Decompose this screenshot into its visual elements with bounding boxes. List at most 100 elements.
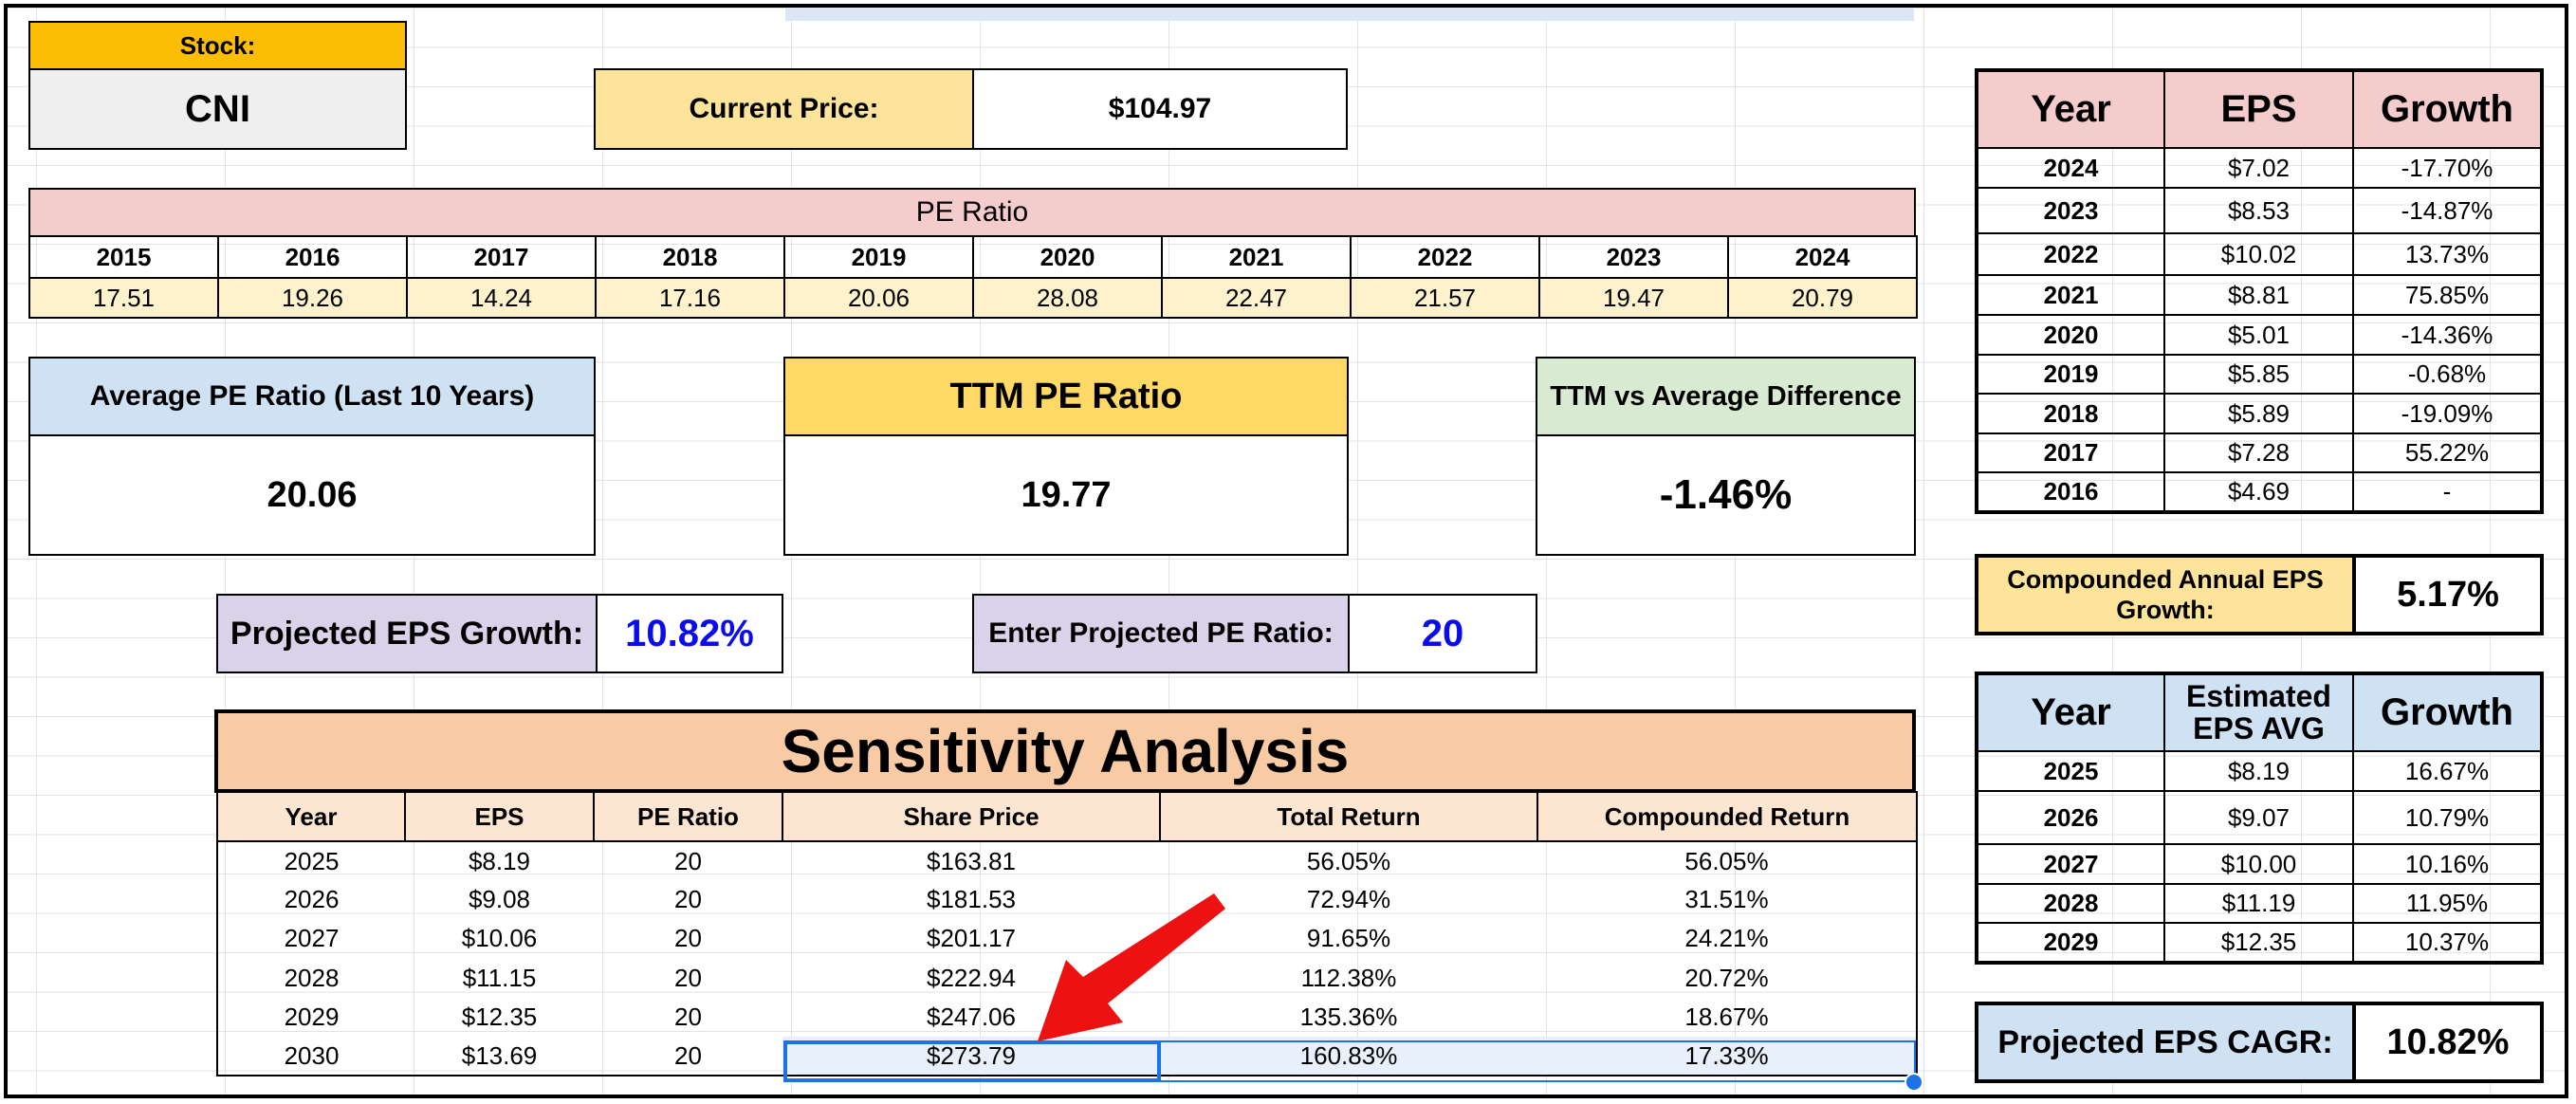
pe-value-cell[interactable]: 17.16 [595,277,785,319]
table-cell[interactable]: 20 [674,885,702,913]
pe-year-cell[interactable]: 2018 [595,235,785,279]
table-cell[interactable]: 10.79% [2352,790,2544,845]
projected-pe-input[interactable]: 20 [1348,594,1537,673]
projected-eps-growth-value[interactable]: 10.82% [596,594,783,673]
pe-year-cell[interactable]: 2016 [217,235,408,279]
table-cell[interactable]: -0.68% [2352,354,2544,395]
table-cell[interactable]: 2026 [1975,790,2165,845]
table-cell[interactable]: 75.85% [2352,274,2544,316]
table-cell[interactable]: 91.65% [1306,924,1391,952]
fill-handle[interactable] [1904,1073,1923,1092]
table-cell[interactable]: $222.94 [927,963,1016,992]
pe-value-cell[interactable]: 21.57 [1350,277,1540,319]
pe-year-cell[interactable]: 2017 [406,235,597,279]
table-cell[interactable]: 56.05% [1537,841,1918,880]
table-cell[interactable]: $11.19 [2163,883,2354,924]
table-cell[interactable]: $8.53 [2163,187,2354,234]
table-cell[interactable]: 56.05% [1306,846,1391,875]
table-cell[interactable]: $7.28 [2163,432,2354,473]
table-cell[interactable]: $5.85 [2163,354,2354,395]
pe-value-cell[interactable]: 19.26 [217,277,408,319]
table-cell[interactable]: 10.16% [2352,843,2544,885]
table-cell[interactable]: 20.72% [1537,958,1918,998]
table-cell[interactable]: 55.22% [2352,432,2544,473]
table-cell[interactable]: $5.89 [2163,393,2354,434]
table-cell[interactable]: 2027 [1975,843,2165,885]
table-cell[interactable]: $12.35 [461,1003,538,1031]
table-cell[interactable]: $8.19 [468,846,531,875]
pe-year-cell[interactable]: 2023 [1538,235,1729,279]
table-cell[interactable]: $8.81 [2163,274,2354,316]
table-cell[interactable]: 31.51% [1537,880,1918,919]
compounded-eps-growth-value[interactable]: 5.17% [2352,554,2544,635]
table-cell[interactable]: 2028 [216,958,405,998]
pe-year-cell[interactable]: 2020 [972,235,1163,279]
table-cell[interactable]: $12.35 [2163,922,2354,965]
table-cell[interactable]: -19.09% [2352,393,2544,434]
table-cell[interactable]: 2022 [1975,232,2165,276]
table-cell[interactable]: 2024 [1975,147,2165,189]
table-cell[interactable]: 112.38% [1300,963,1397,992]
table-cell[interactable]: 2026 [216,880,405,919]
table-cell[interactable]: 20 [674,1003,702,1031]
table-cell[interactable]: 2017 [1975,432,2165,473]
table-cell[interactable]: 18.67% [1537,998,1918,1037]
table-cell[interactable]: 20 [594,1037,782,1076]
table-cell[interactable]: 72.94% [1306,885,1391,913]
stock-ticker[interactable]: CNI [28,68,407,150]
current-price-value[interactable]: $104.97 [972,68,1348,150]
table-cell[interactable]: 2023 [1975,187,2165,234]
average-pe-value[interactable]: 20.06 [28,434,596,556]
table-cell[interactable]: 2029 [216,998,405,1037]
table-cell[interactable]: $5.01 [2163,314,2354,356]
pe-year-cell[interactable]: 2024 [1727,235,1918,279]
table-cell[interactable]: $4.69 [2163,471,2354,514]
table-cell[interactable]: $10.06 [461,924,538,952]
table-cell[interactable]: 20 [674,846,702,875]
table-cell[interactable]: $8.19 [2163,750,2354,792]
table-cell[interactable]: 10.37% [2352,922,2544,965]
pe-value-cell[interactable]: 19.47 [1538,277,1729,319]
table-cell[interactable]: 2029 [1975,922,2165,965]
ttm-pe-value[interactable]: 19.77 [783,434,1349,556]
table-cell[interactable]: 2016 [1975,471,2165,514]
pe-value-cell[interactable]: 14.24 [406,277,597,319]
table-cell[interactable]: 24.21% [1537,919,1918,958]
table-cell[interactable]: 2018 [1975,393,2165,434]
ttm-vs-average-value[interactable]: -1.46% [1536,434,1916,556]
table-cell[interactable]: $11.15 [462,963,537,992]
table-cell[interactable]: 20 [674,924,702,952]
pe-value-cell[interactable]: 20.79 [1727,277,1918,319]
pe-year-cell[interactable]: 2019 [783,235,974,279]
pe-value-cell[interactable]: 17.51 [28,277,219,319]
table-cell[interactable]: 135.36% [1299,1003,1398,1031]
table-cell[interactable]: 2028 [1975,883,2165,924]
table-cell[interactable]: $181.53 [927,885,1016,913]
table-cell[interactable]: 2021 [1975,274,2165,316]
table-cell[interactable]: 2025 [1975,750,2165,792]
table-cell[interactable]: $201.17 [927,924,1016,952]
table-cell[interactable]: $10.00 [2163,843,2354,885]
table-cell[interactable]: 17.33% [1537,1037,1918,1076]
table-cell[interactable]: - [2352,471,2544,514]
table-cell[interactable]: 160.83% [1160,1037,1537,1076]
table-cell[interactable]: 2025 [216,841,405,880]
pe-year-cell[interactable]: 2015 [28,235,219,279]
table-cell[interactable]: $7.02 [2163,147,2354,189]
table-cell[interactable]: 2020 [1975,314,2165,356]
pe-year-cell[interactable]: 2021 [1161,235,1352,279]
table-cell[interactable]: -17.70% [2352,147,2544,189]
table-cell[interactable]: $13.69 [405,1037,594,1076]
table-cell[interactable]: $10.02 [2163,232,2354,276]
projected-eps-cagr-value[interactable]: 10.82% [2352,1002,2544,1083]
table-cell[interactable]: 16.67% [2352,750,2544,792]
table-cell[interactable]: 20 [674,963,702,992]
pe-value-cell[interactable]: 28.08 [972,277,1163,319]
pe-value-cell[interactable]: 20.06 [783,277,974,319]
table-cell[interactable]: $247.06 [927,1003,1016,1031]
table-cell[interactable]: 2030 [216,1037,405,1076]
table-cell[interactable]: 13.73% [2352,232,2544,276]
table-cell[interactable]: 11.95% [2352,883,2544,924]
table-cell[interactable]: $163.81 [927,846,1016,875]
table-cell[interactable]: -14.87% [2352,187,2544,234]
